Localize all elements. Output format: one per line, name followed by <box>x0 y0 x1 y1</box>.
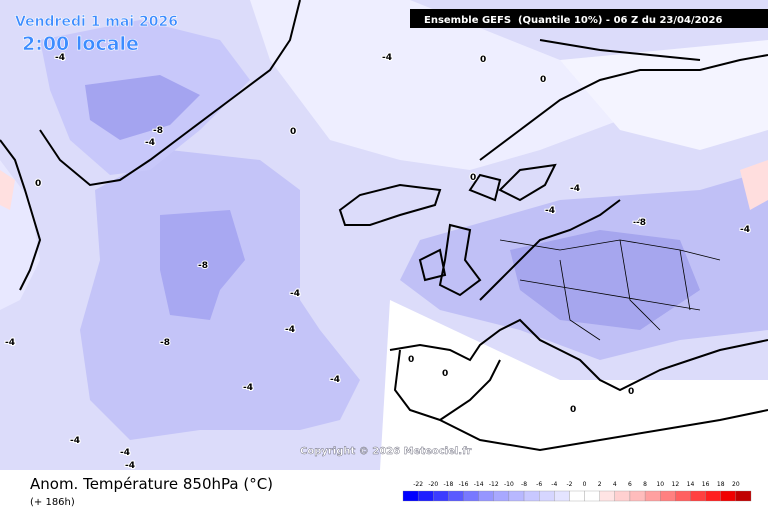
colorbar-label: -6 <box>536 481 542 488</box>
colorbar-swatch <box>448 490 464 502</box>
contour-label: -8 <box>198 261 208 271</box>
colorbar-swatch <box>644 490 661 502</box>
colorbar-label: -8 <box>521 481 527 488</box>
colorbar-swatch <box>720 490 737 502</box>
colorbar-swatch <box>705 490 721 502</box>
run-info: Ensemble GEFS (Quantile 10%) - 06 Z du 2… <box>424 15 722 26</box>
contour-label: -4 <box>545 206 555 216</box>
date: Vendredi 1 mai 2026 <box>15 14 178 30</box>
colorbar-swatch <box>508 490 525 502</box>
colorbar-swatch <box>417 490 434 502</box>
colorbar-swatch <box>478 490 494 502</box>
colorbar-swatch <box>402 490 419 502</box>
colorbar-label: 6 <box>628 481 632 488</box>
contour-label: 0 <box>540 75 546 85</box>
colorbar-label: -2 <box>566 481 572 488</box>
run-box <box>410 9 768 28</box>
colorbar-label: 8 <box>643 481 647 488</box>
colorbar-label: 10 <box>656 481 664 488</box>
contour-label: -4 <box>633 218 643 228</box>
colorbar-label: -4 <box>551 481 557 488</box>
contour-label: 0 <box>628 387 634 397</box>
colorbar-swatch <box>660 490 676 502</box>
contour-label: -4 <box>125 461 135 471</box>
colorbar-label: -20 <box>428 481 438 488</box>
colorbar-swatch <box>584 490 600 502</box>
colorbar-label: -14 <box>474 481 484 488</box>
map <box>0 0 768 470</box>
colorbar-swatch <box>675 490 691 502</box>
contour-label: -4 <box>243 383 253 393</box>
colorbar-swatch <box>690 490 706 502</box>
contour-label: -4 <box>70 436 80 446</box>
contour-label: 0 <box>570 405 576 415</box>
local-time: 2:00 locale <box>22 33 139 55</box>
colorbar-label: 2 <box>598 481 602 488</box>
colorbar-label: 4 <box>613 481 617 488</box>
colorbar-label: 14 <box>687 481 695 488</box>
colorbar-swatch <box>614 490 631 502</box>
colorbar-swatch <box>554 490 570 502</box>
contour-label: -4 <box>290 289 300 299</box>
colorbar-swatch <box>735 490 752 502</box>
contour-label: -4 <box>145 138 155 148</box>
colorbar-label: 0 <box>583 481 587 488</box>
colorbar-label: 20 <box>732 481 740 488</box>
colorbar-swatch <box>463 490 479 502</box>
contour-label: -8 <box>160 338 170 348</box>
colorbar-swatch <box>433 490 449 502</box>
colorbar-label: 16 <box>702 481 710 488</box>
contour-label: 0 <box>470 173 476 183</box>
colorbar-swatch <box>569 490 585 502</box>
colorbar-label: -18 <box>443 481 453 488</box>
contour-label: 0 <box>290 127 296 137</box>
contour-label: 0 <box>480 55 486 65</box>
contour-label: -4 <box>382 53 392 63</box>
contour-label: -4 <box>285 325 295 335</box>
contour-label: -4 <box>120 448 130 458</box>
contour-label: 0 <box>408 355 414 365</box>
colorbar-label: -12 <box>489 481 499 488</box>
footer-title: Anom. Température 850hPa (°C) <box>30 475 273 493</box>
contour-label: -4 <box>55 53 65 63</box>
contour-label: -4 <box>740 225 750 235</box>
copyright: Copyright © 2026 Meteociel.fr <box>300 446 471 457</box>
colorbar-swatch <box>523 490 540 502</box>
colorbar-swatch <box>599 490 615 502</box>
colorbar-swatch <box>539 490 555 502</box>
colorbar-label: -22 <box>413 481 423 488</box>
contour-labels: 0-4 -4-8-4-800-4-8-40-4-4-4-8-4-4-4-4-400… <box>4 52 751 472</box>
colorbar-swatch <box>629 490 646 502</box>
colorbar-label: -16 <box>459 481 469 488</box>
colorbar: -22 -20 -18 -16 -14 -12 -10 -8 -6 -4 -2 0 2 4 6 8 10 12 14… <box>402 481 752 502</box>
contour-label: 0 <box>35 179 41 189</box>
lead-time: (+ 186h) <box>30 497 75 508</box>
contour-label: 0 <box>442 369 448 379</box>
colorbar-label: 18 <box>717 481 725 488</box>
contour-label: -8 <box>636 218 646 228</box>
contour-label: -4 <box>5 338 15 348</box>
contour-label: -4 <box>570 184 580 194</box>
colorbar-swatch <box>493 490 510 502</box>
contour-label: -8 <box>153 126 163 136</box>
contour-label: -4 <box>330 375 340 385</box>
colorbar-label: 12 <box>672 481 680 488</box>
colorbar-label: -10 <box>504 481 514 488</box>
